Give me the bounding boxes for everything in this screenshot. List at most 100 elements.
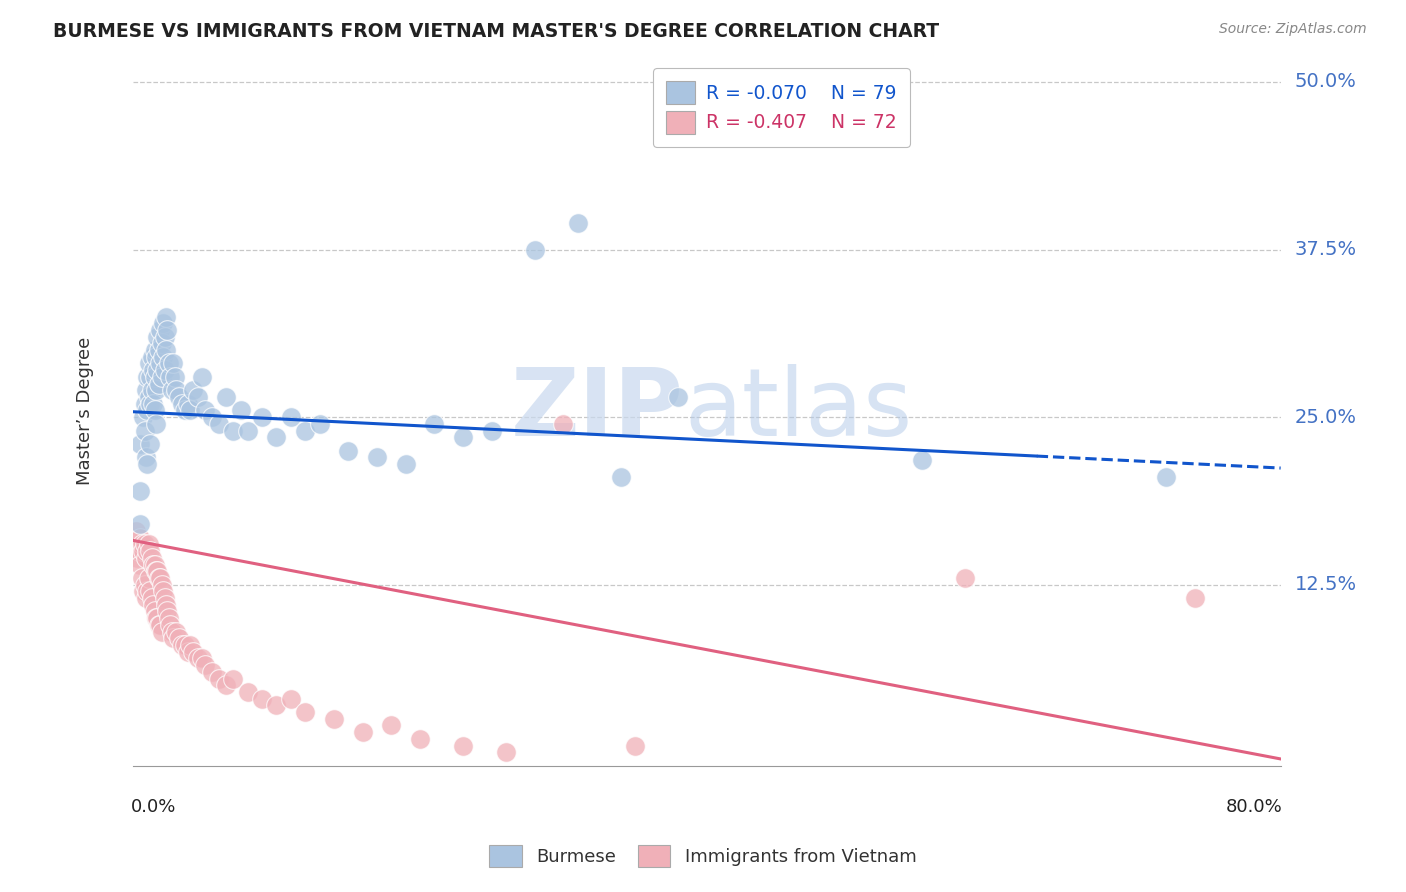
Point xyxy=(181,384,204,398)
Text: Source: ZipAtlas.com: Source: ZipAtlas.com xyxy=(1219,22,1367,37)
Point xyxy=(141,550,163,565)
Point xyxy=(165,384,187,398)
Point xyxy=(481,424,503,438)
Point xyxy=(146,329,169,343)
Point xyxy=(143,558,166,572)
Point xyxy=(129,531,152,545)
Point xyxy=(495,745,517,759)
Point xyxy=(129,437,152,451)
Point xyxy=(911,453,934,467)
Point xyxy=(409,731,432,746)
Text: 0.0%: 0.0% xyxy=(131,797,176,815)
Text: Master’s Degree: Master’s Degree xyxy=(76,336,94,484)
Point xyxy=(222,672,245,686)
Point xyxy=(142,397,165,411)
Point xyxy=(194,403,217,417)
Point xyxy=(666,390,689,404)
Point xyxy=(250,691,273,706)
Point xyxy=(451,430,474,444)
Point xyxy=(1184,591,1206,605)
Text: 37.5%: 37.5% xyxy=(1295,240,1357,259)
Point xyxy=(145,384,167,398)
Point xyxy=(236,685,259,699)
Point xyxy=(141,350,163,364)
Legend: Burmese, Immigrants from Vietnam: Burmese, Immigrants from Vietnam xyxy=(482,838,924,874)
Point xyxy=(129,483,152,498)
Point xyxy=(523,243,546,257)
Point xyxy=(366,450,388,465)
Point xyxy=(150,624,173,639)
Point xyxy=(135,450,157,465)
Point xyxy=(179,403,201,417)
Point xyxy=(148,376,170,391)
Point xyxy=(145,417,167,431)
Point xyxy=(179,638,201,652)
Point xyxy=(145,350,167,364)
Point xyxy=(201,665,224,679)
Point xyxy=(152,316,174,330)
Point xyxy=(135,550,157,565)
Point xyxy=(208,672,231,686)
Point xyxy=(624,739,647,753)
Text: 80.0%: 80.0% xyxy=(1226,797,1282,815)
Point xyxy=(156,323,179,337)
Point xyxy=(157,356,180,370)
Point xyxy=(136,457,159,471)
Point xyxy=(173,638,195,652)
Point xyxy=(266,430,288,444)
Point xyxy=(181,645,204,659)
Point xyxy=(135,591,157,605)
Point xyxy=(155,343,177,357)
Text: BURMESE VS IMMIGRANTS FROM VIETNAM MASTER'S DEGREE CORRELATION CHART: BURMESE VS IMMIGRANTS FROM VIETNAM MASTE… xyxy=(53,22,939,41)
Point xyxy=(953,571,976,585)
Point xyxy=(187,390,209,404)
Point xyxy=(157,611,180,625)
Point xyxy=(176,397,198,411)
Point xyxy=(153,329,176,343)
Point xyxy=(129,558,152,572)
Text: 50.0%: 50.0% xyxy=(1295,72,1357,92)
Point xyxy=(138,356,160,370)
Point xyxy=(423,417,446,431)
Point xyxy=(160,624,183,639)
Point xyxy=(352,725,374,739)
Point xyxy=(136,584,159,599)
Point xyxy=(134,537,156,551)
Point xyxy=(236,424,259,438)
Point xyxy=(146,363,169,377)
Point xyxy=(139,544,162,558)
Point xyxy=(1154,470,1177,484)
Point xyxy=(125,524,148,538)
Text: atlas: atlas xyxy=(683,365,912,457)
Point xyxy=(150,370,173,384)
Point xyxy=(165,624,187,639)
Point xyxy=(148,343,170,357)
Point xyxy=(139,584,162,599)
Point xyxy=(610,470,633,484)
Point xyxy=(150,577,173,591)
Point xyxy=(215,390,238,404)
Point xyxy=(229,403,252,417)
Point xyxy=(143,605,166,619)
Point xyxy=(280,691,302,706)
Point xyxy=(129,517,152,532)
Point xyxy=(156,605,179,619)
Point xyxy=(162,356,184,370)
Point xyxy=(159,618,181,632)
Point xyxy=(160,384,183,398)
Point xyxy=(567,216,589,230)
Point xyxy=(145,564,167,578)
Point xyxy=(191,370,214,384)
Text: ZIP: ZIP xyxy=(510,365,683,457)
Point xyxy=(150,336,173,351)
Point xyxy=(136,544,159,558)
Point xyxy=(138,537,160,551)
Point xyxy=(132,544,155,558)
Point xyxy=(163,370,186,384)
Point xyxy=(167,632,190,646)
Point xyxy=(222,424,245,438)
Point xyxy=(337,443,360,458)
Point xyxy=(294,705,316,719)
Point xyxy=(148,571,170,585)
Point xyxy=(139,437,162,451)
